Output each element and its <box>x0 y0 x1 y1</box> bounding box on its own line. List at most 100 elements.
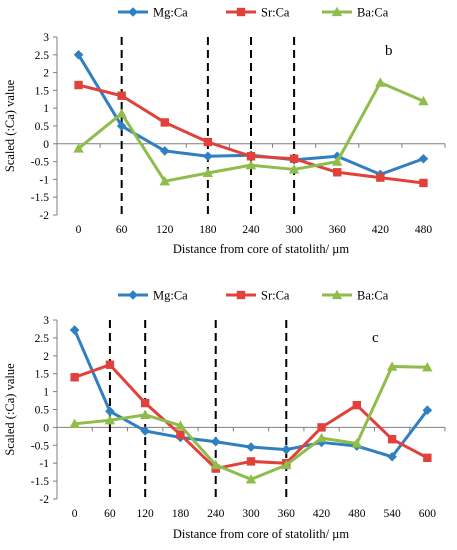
data-point-srca <box>140 398 150 408</box>
data-point-srca <box>246 457 256 466</box>
data-point-baca <box>175 420 186 430</box>
data-point-srca <box>333 168 342 177</box>
data-point-baca <box>245 474 257 484</box>
x-axis-title: Distance from core of statolith/ µm <box>173 527 350 541</box>
x-tick-label: 360 <box>278 508 296 520</box>
x-tick-label: 300 <box>285 224 303 236</box>
data-point-srca <box>74 80 83 90</box>
y-axis-title: Scaled (:Ca) value <box>3 79 17 172</box>
data-point-srca <box>160 118 169 127</box>
series-line-mgca <box>73 329 429 459</box>
data-point-srca <box>352 401 362 410</box>
x-tick-label: 240 <box>242 224 260 236</box>
legend-label-mgca: Mg:Ca <box>153 6 188 20</box>
data-point-mgca <box>210 436 221 447</box>
x-tick-label: 420 <box>313 508 331 520</box>
y-tick-label: 2 <box>43 68 49 80</box>
legend-label-baca: Ba:Ca <box>357 6 389 20</box>
data-point-mgca <box>69 325 80 335</box>
y-tick-label: 0 <box>43 139 49 151</box>
x-tick-label: 120 <box>137 508 155 520</box>
data-point-baca <box>351 438 363 448</box>
x-tick-label: 480 <box>415 224 433 236</box>
x-tick-label: 360 <box>329 224 347 236</box>
data-point-srca <box>376 173 385 182</box>
data-point-baca <box>104 415 116 425</box>
x-tick-label: 300 <box>242 508 260 520</box>
data-point-mgca <box>422 405 433 416</box>
panel-letter: b <box>385 43 393 59</box>
x-tick-label: 480 <box>348 508 366 520</box>
y-tick-label: 0.5 <box>35 405 50 417</box>
x-tick-label: 240 <box>207 508 225 520</box>
data-point-srca <box>176 430 185 439</box>
data-point-mgca <box>316 437 327 448</box>
x-axis-title: Distance from core of statolith/ µm <box>173 242 350 256</box>
x-tick-label: 120 <box>156 224 174 236</box>
x-tick-label: 60 <box>116 224 128 236</box>
data-point-baca <box>245 159 257 170</box>
y-tick-label: 1 <box>43 387 49 399</box>
x-tick-label: 180 <box>172 508 190 520</box>
chart-panel-c: -2 -1.5 -1 -0.5 0 0.5 1 1.5 2 2.5 3 0 60 120 180 240 300… <box>3 289 446 541</box>
data-point-mgca <box>246 442 256 452</box>
y-tick-label: -1.5 <box>31 192 49 204</box>
legend-marker-baca <box>331 6 343 17</box>
y-tick-label: 0.5 <box>35 121 50 133</box>
legend-marker-mgca <box>128 290 138 300</box>
data-point-mgca <box>159 146 170 156</box>
data-point-srca <box>423 453 432 463</box>
legend-marker-srca <box>236 7 246 17</box>
x-tick-label: 600 <box>419 508 437 520</box>
x-tick-label: 540 <box>383 508 401 520</box>
y-tick-label: 3 <box>43 315 49 327</box>
data-point-mgca <box>116 121 127 131</box>
legend-label-srca: Sr:Ca <box>261 289 290 303</box>
y-tick-label: 0 <box>43 422 49 434</box>
data-point-srca <box>70 373 79 382</box>
y-tick-label: 1.5 <box>35 369 50 381</box>
data-point-srca <box>203 137 213 147</box>
data-point-baca <box>332 156 343 166</box>
data-point-baca <box>202 167 214 178</box>
x-tick-label: 0 <box>76 224 82 236</box>
data-point-mgca <box>418 153 429 164</box>
data-point-baca <box>73 143 84 153</box>
y-tick-label: -2 <box>39 210 49 222</box>
data-point-mgca <box>281 444 292 455</box>
panel-letter: c <box>372 330 379 346</box>
y-tick-label: 2.5 <box>35 333 50 345</box>
data-point-baca <box>116 108 127 118</box>
y-tick-label: -0.5 <box>31 157 49 169</box>
legend-label-baca: Ba:Ca <box>357 289 389 303</box>
data-point-srca <box>289 154 299 163</box>
y-tick-label: 1 <box>43 103 49 115</box>
data-point-mgca <box>105 406 115 417</box>
chart-panel-b: -2 -1.5 -1 -0.5 0 0.5 1 1.5 2 2.5 3 0 60 120 180 240 300… <box>3 6 446 256</box>
legend-label-mgca: Mg:Ca <box>153 289 188 303</box>
data-point-srca <box>387 435 397 444</box>
data-point-baca <box>288 164 300 174</box>
x-tick-label: 180 <box>199 224 217 236</box>
y-tick-label: 3 <box>43 32 49 44</box>
data-point-srca <box>419 178 428 188</box>
y-axis-title: Scaled (:Ca) value <box>3 363 17 456</box>
data-point-baca <box>316 432 327 443</box>
y-tick-label: -1.5 <box>31 476 49 488</box>
data-point-baca <box>418 95 429 106</box>
data-point-baca <box>386 361 398 371</box>
data-point-baca <box>422 362 433 372</box>
data-point-mgca <box>387 451 397 462</box>
y-tick-label: 2.5 <box>35 50 50 62</box>
y-tick-label: 1.5 <box>35 85 50 97</box>
data-point-baca <box>210 459 221 470</box>
legend-marker-srca <box>236 290 246 300</box>
y-tick-label: -0.5 <box>31 440 49 452</box>
x-tick-label: 60 <box>104 508 116 520</box>
y-tick-label: 2 <box>43 351 49 363</box>
data-point-baca <box>69 418 80 428</box>
y-tick-label: -1 <box>39 458 49 470</box>
data-point-srca <box>117 91 126 100</box>
data-point-srca <box>105 360 115 369</box>
data-point-baca <box>375 77 386 87</box>
